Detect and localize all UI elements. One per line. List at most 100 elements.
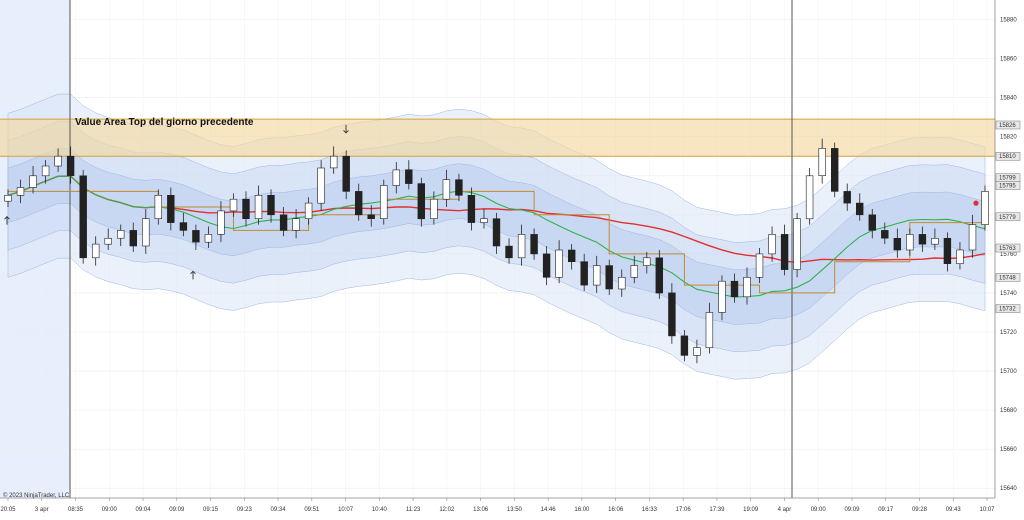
signal-arrow-down bbox=[343, 124, 349, 134]
signal-arrow-up bbox=[190, 270, 196, 280]
candle-body bbox=[304, 202, 313, 220]
candle-body bbox=[981, 191, 989, 225]
candle-body bbox=[104, 238, 112, 245]
price-marker-box bbox=[995, 181, 1021, 190]
candle-body bbox=[467, 195, 476, 223]
y-tick-label: 15880 bbox=[1000, 18, 1017, 24]
x-tick-label: 10:07 bbox=[979, 507, 995, 513]
candle-body bbox=[430, 198, 438, 219]
candle-body bbox=[730, 280, 739, 298]
copyright-text: © 2023 NinjaTrader, LLC bbox=[3, 492, 70, 499]
step-line bbox=[8, 190, 986, 294]
candle-body bbox=[705, 312, 714, 349]
candle-body bbox=[217, 210, 225, 235]
candle-body bbox=[906, 234, 914, 251]
candle-body bbox=[718, 280, 726, 313]
price-marker-box bbox=[995, 212, 1021, 222]
candle-body bbox=[530, 234, 538, 255]
y-tick-label: 15760 bbox=[1000, 252, 1017, 258]
candle-body bbox=[780, 234, 789, 270]
x-tick-label: 13:50 bbox=[507, 507, 523, 513]
x-tick-label: 10:07 bbox=[338, 507, 354, 513]
candle-body bbox=[92, 243, 100, 259]
price-marker-label: 15763 bbox=[999, 246, 1016, 252]
x-tick-label: 09:15 bbox=[203, 507, 219, 513]
candle-body bbox=[142, 218, 150, 247]
candle-body bbox=[229, 198, 238, 212]
candle-body bbox=[630, 265, 639, 278]
candle-body bbox=[4, 195, 12, 202]
y-tick-label: 15720 bbox=[1000, 330, 1017, 336]
candle-body bbox=[793, 218, 801, 270]
y-tick-label: 15700 bbox=[1000, 369, 1017, 375]
candle-body bbox=[855, 202, 864, 216]
candle-body bbox=[492, 218, 501, 247]
candle-body bbox=[54, 155, 62, 167]
x-tick-label: 09:00 bbox=[811, 507, 827, 513]
candle-body bbox=[254, 195, 263, 220]
price-marker-label: 15732 bbox=[999, 307, 1016, 313]
candle-body bbox=[417, 183, 425, 220]
y-tick-label: 15640 bbox=[1000, 486, 1017, 492]
x-tick-label: 17:39 bbox=[709, 507, 725, 513]
candle-body bbox=[380, 185, 388, 220]
price-marker-box bbox=[995, 120, 1021, 130]
candle-body bbox=[693, 347, 701, 356]
candle-body bbox=[868, 214, 877, 231]
x-tick-label: 08:35 bbox=[68, 507, 84, 513]
x-tick-label: 09:17 bbox=[878, 507, 894, 513]
candle-body bbox=[956, 249, 964, 264]
candle-body bbox=[655, 257, 664, 294]
candle-body bbox=[881, 230, 889, 239]
x-tick-label: 09:09 bbox=[844, 507, 860, 513]
candle-body bbox=[542, 253, 551, 278]
candle-body bbox=[755, 253, 764, 278]
candle-body bbox=[968, 224, 977, 251]
x-tick-label: 16:33 bbox=[642, 507, 658, 513]
candle-body bbox=[66, 155, 75, 176]
candle-body bbox=[354, 191, 363, 216]
y-tick-label: 15660 bbox=[1000, 447, 1017, 453]
y-tick-label: 15820 bbox=[1000, 135, 1017, 141]
price-marker-label: 15810 bbox=[999, 154, 1016, 160]
candle-body bbox=[342, 155, 350, 192]
candle-body bbox=[455, 179, 463, 196]
x-tick-label: 10:40 bbox=[372, 507, 388, 513]
value-area-band bbox=[0, 119, 995, 157]
x-tick-label: 4 apr bbox=[778, 507, 792, 513]
candle-body bbox=[618, 276, 626, 290]
candle-body bbox=[267, 195, 275, 216]
signal-dot bbox=[973, 200, 979, 206]
y-tick-label: 15680 bbox=[1000, 408, 1017, 414]
candle-body bbox=[592, 265, 601, 286]
x-tick-label: 09:34 bbox=[271, 507, 287, 513]
candle-body bbox=[918, 234, 927, 245]
inner-band bbox=[7, 148, 986, 325]
candle-body bbox=[805, 175, 814, 220]
candle-body bbox=[179, 222, 188, 231]
candle-body bbox=[242, 198, 250, 219]
candle-body bbox=[392, 169, 400, 186]
price-marker-label: 15795 bbox=[999, 184, 1016, 190]
candle-body bbox=[480, 218, 488, 223]
price-marker-label: 15826 bbox=[999, 123, 1016, 129]
candle-body bbox=[505, 245, 513, 259]
x-tick-label: 16:00 bbox=[574, 507, 590, 513]
candle-body bbox=[405, 169, 413, 184]
x-tick-label: 09:51 bbox=[304, 507, 320, 513]
candle-body bbox=[192, 230, 200, 243]
x-tick-label: 09:23 bbox=[237, 507, 253, 513]
price-marker-box bbox=[995, 151, 1021, 161]
candle-body bbox=[279, 214, 288, 231]
candle-body bbox=[167, 195, 175, 223]
candle-body bbox=[768, 234, 776, 255]
candle-body bbox=[367, 214, 375, 220]
candle-body bbox=[743, 276, 751, 298]
x-tick-label: 11:23 bbox=[406, 507, 421, 513]
candle-body bbox=[154, 195, 162, 220]
candle-body bbox=[567, 249, 576, 262]
price-marker-label: 15799 bbox=[999, 176, 1016, 182]
candle-body bbox=[818, 148, 826, 176]
